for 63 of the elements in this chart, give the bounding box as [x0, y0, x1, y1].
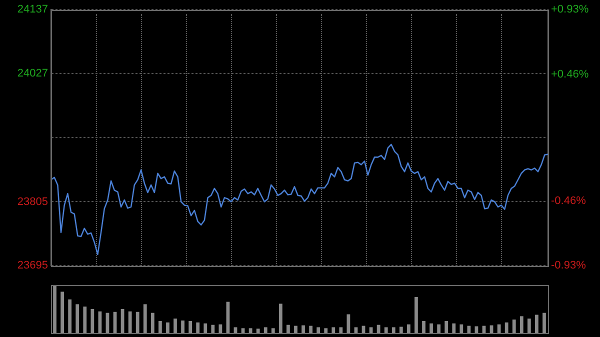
bar	[369, 327, 373, 333]
bar	[83, 306, 87, 333]
bar	[166, 322, 170, 333]
bar	[467, 326, 471, 333]
y-tick-label: 24137	[17, 4, 48, 16]
bar	[520, 316, 524, 333]
bar	[90, 309, 94, 333]
bar	[271, 328, 275, 333]
bar	[332, 327, 336, 333]
bar	[527, 318, 531, 333]
bar	[150, 312, 154, 333]
bar	[302, 325, 305, 333]
bar	[68, 299, 72, 333]
bar	[437, 324, 441, 333]
bar	[444, 321, 448, 333]
bar	[504, 322, 508, 333]
bar	[542, 312, 546, 333]
y-tick-label: 23695	[17, 259, 48, 272]
bar	[422, 321, 426, 333]
bar	[414, 297, 418, 333]
bar	[324, 328, 328, 333]
bar	[278, 304, 282, 333]
bar	[354, 327, 358, 333]
bar	[241, 328, 245, 333]
bar	[211, 324, 215, 333]
bar	[430, 323, 433, 333]
bar	[158, 321, 162, 333]
y-tick-label: 24027	[17, 67, 48, 80]
bar	[60, 292, 64, 333]
bar	[218, 324, 222, 333]
y2-tick-label: +0.46%	[551, 68, 589, 80]
y-tick-label: 23805	[17, 196, 48, 208]
bar	[399, 326, 403, 333]
bar	[376, 324, 380, 333]
bar	[452, 323, 456, 333]
y2-tick-label: +0.93%	[551, 4, 589, 16]
bar	[316, 327, 320, 333]
bar	[535, 314, 538, 333]
bar	[128, 311, 132, 333]
bar	[204, 323, 208, 333]
bar	[406, 324, 410, 333]
bar	[136, 312, 140, 333]
bar	[188, 321, 192, 333]
bar	[392, 327, 396, 333]
bar	[181, 320, 184, 333]
bar	[234, 327, 238, 333]
bar	[309, 326, 312, 333]
bar	[174, 318, 177, 333]
bar	[294, 326, 298, 333]
bar	[53, 285, 56, 333]
bar	[460, 324, 464, 333]
bar	[264, 327, 268, 333]
y2-tick-label: -0.93%	[551, 259, 586, 272]
bar	[256, 328, 260, 333]
y2-tick-label: -0.46%	[551, 194, 586, 207]
bar	[339, 327, 343, 333]
bar	[248, 328, 252, 333]
bar	[384, 327, 388, 333]
bar	[196, 322, 200, 333]
bar	[143, 304, 147, 333]
bar	[76, 304, 80, 333]
bar	[512, 320, 516, 333]
bar	[286, 324, 290, 333]
